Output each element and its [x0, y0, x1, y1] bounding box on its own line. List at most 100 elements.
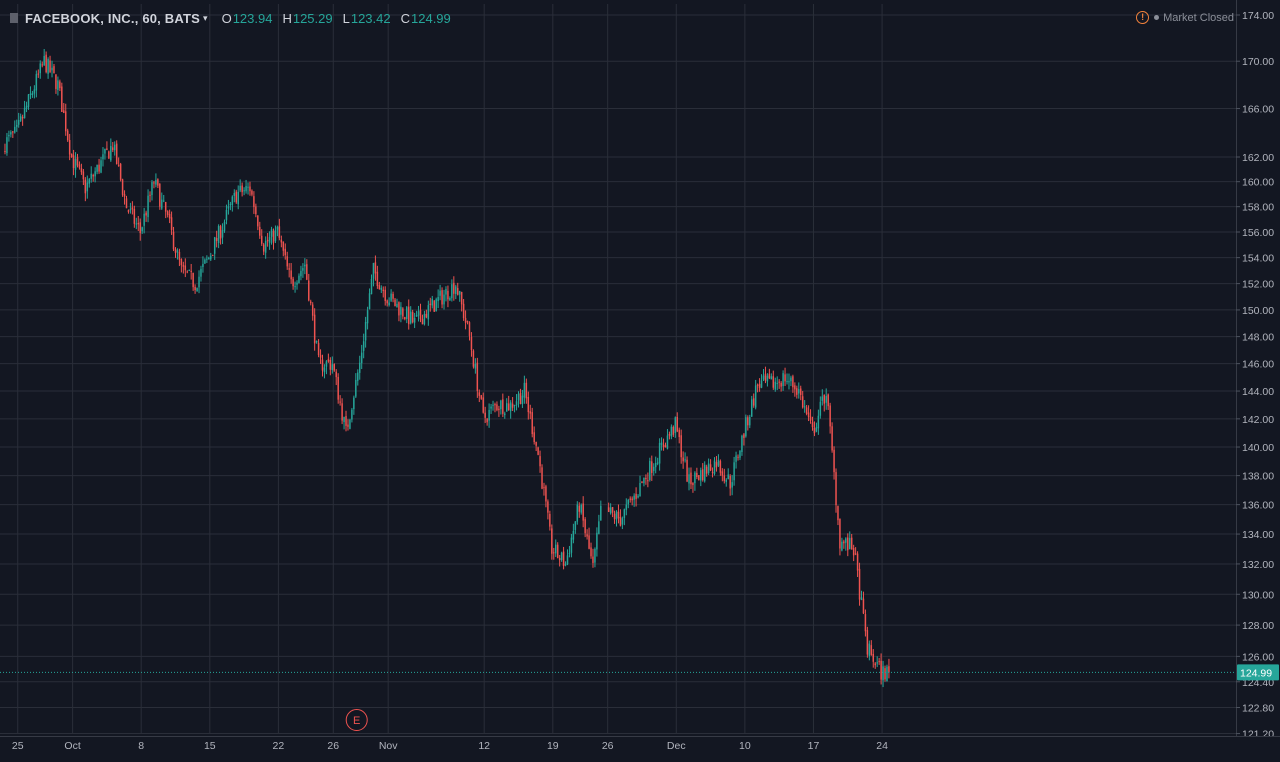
candle-body — [29, 93, 32, 96]
candle-body — [439, 290, 441, 296]
price-tick-label: 158.00 — [1242, 202, 1274, 214]
candle-body — [384, 289, 386, 301]
candle-body — [409, 311, 412, 324]
price-tick-label: 122.80 — [1242, 703, 1274, 715]
candle-body — [47, 59, 49, 74]
candle-body — [470, 336, 473, 351]
candle-body — [854, 553, 857, 555]
candle-body — [558, 558, 561, 561]
candle-body — [884, 668, 886, 680]
candle-body — [613, 513, 616, 520]
candle-body — [598, 521, 600, 534]
candle-body — [623, 509, 626, 519]
candle-body — [123, 194, 126, 197]
candle-body — [190, 270, 192, 273]
candle-body — [59, 81, 61, 89]
candle-body — [766, 375, 769, 382]
candle-body — [235, 191, 238, 203]
candle-body — [413, 318, 416, 323]
low-label: L — [342, 10, 350, 26]
candle-body — [315, 341, 318, 343]
candle-body — [117, 165, 120, 167]
candle-body — [723, 475, 726, 482]
candle-body — [737, 456, 739, 458]
candle-body — [274, 229, 277, 242]
candle-body — [645, 477, 647, 480]
candle-body — [308, 280, 310, 301]
candle-body — [690, 472, 692, 485]
candle-body — [456, 288, 459, 295]
candle-body — [596, 532, 598, 550]
candle-body — [215, 237, 218, 242]
candle-body — [296, 282, 298, 285]
price-tick-label: 128.00 — [1242, 620, 1274, 632]
candle-body — [860, 597, 863, 600]
market-status[interactable]: ! Market Closed — [1136, 11, 1234, 24]
candle-body — [519, 392, 522, 404]
candle-body — [259, 226, 261, 236]
candle-body — [868, 643, 871, 656]
high-value: 125.29 — [292, 10, 333, 26]
time-tick-label: Dec — [667, 740, 686, 752]
chevron-down-icon[interactable]: ▾ — [203, 12, 208, 23]
candle-body — [837, 506, 839, 521]
candle-body — [682, 457, 684, 462]
candle-body — [147, 195, 149, 218]
candle-body — [717, 459, 720, 466]
candle-body — [443, 294, 445, 305]
candle-body — [223, 221, 226, 231]
candle-body — [639, 483, 641, 497]
candle-body — [345, 416, 347, 426]
candle-body — [66, 130, 69, 141]
price-axis[interactable]: 121.20122.80124.40126.00128.00130.00132.… — [1236, 0, 1280, 762]
candle-body — [631, 498, 633, 501]
candle-body — [758, 383, 761, 388]
candle-body — [360, 352, 363, 364]
price-tick-label: 154.00 — [1242, 253, 1274, 265]
candle-body — [8, 134, 10, 137]
candle-body — [161, 199, 163, 209]
candle-body — [427, 305, 430, 320]
candle-body — [562, 551, 565, 567]
symbol-title[interactable]: FACEBOOK, INC., 60, BATS — [25, 10, 201, 26]
candle-body — [433, 300, 435, 312]
candle-body — [502, 399, 504, 414]
candle-body — [217, 225, 220, 243]
candle-body — [211, 255, 214, 257]
candle-body — [464, 318, 467, 323]
time-tick-label: 8 — [138, 740, 144, 752]
candle-body — [453, 282, 455, 294]
candle-body — [662, 444, 665, 447]
candle-body — [760, 380, 763, 388]
candle-body — [272, 230, 275, 243]
time-axis[interactable]: 25 Oct 8 15 22 26 Nov 12 19 26 Dec 10 17 24 — [0, 736, 1280, 762]
candle-body — [63, 110, 65, 113]
candle-body — [406, 307, 408, 320]
candle-body — [162, 200, 165, 202]
candle-body — [590, 547, 592, 557]
candle-body — [500, 400, 502, 410]
candle-body — [284, 248, 287, 256]
candle-body — [607, 507, 610, 512]
candle-body — [729, 475, 731, 489]
candle-body — [347, 424, 349, 427]
candle-body — [257, 215, 259, 227]
candle-body — [786, 381, 788, 383]
high-label: H — [282, 10, 292, 26]
candle-body — [721, 471, 724, 476]
candle-body — [178, 251, 181, 260]
candle-body — [159, 183, 161, 207]
candle-body — [792, 376, 794, 388]
candle-body — [425, 313, 428, 318]
candle-body — [568, 553, 571, 555]
candle-body — [480, 395, 483, 399]
candle-body — [353, 397, 355, 410]
candle-body — [329, 359, 332, 370]
candle-body — [545, 486, 547, 502]
candle-body — [6, 137, 8, 154]
candle-body — [535, 441, 537, 446]
time-tick-label: 26 — [602, 740, 614, 752]
candle-body — [392, 293, 394, 299]
candle-body — [725, 479, 728, 482]
